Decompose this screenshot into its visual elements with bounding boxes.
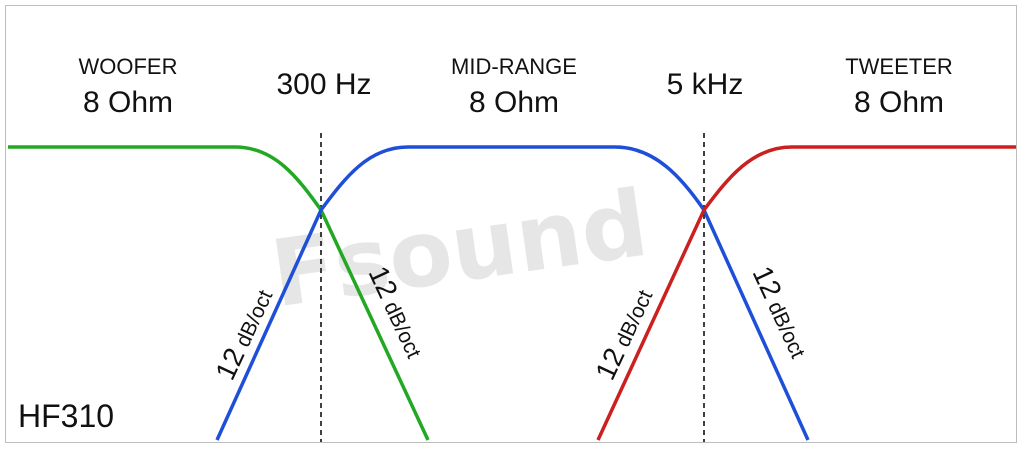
tweeter-curve: [596, 145, 1016, 441]
model-name: HF310: [18, 398, 114, 434]
slope-number: 12: [589, 343, 630, 384]
tweeter-impedance: 8 Ohm: [854, 86, 944, 119]
tweeter-label: TWEETER: [845, 54, 953, 79]
crossover-label-5khz: 5 kHz: [667, 68, 744, 101]
woofer-label: WOOFER: [79, 54, 178, 79]
midrange-impedance: 8 Ohm: [469, 86, 559, 119]
woofer-curve: [8, 145, 430, 441]
midrange-label: MID-RANGE: [451, 54, 577, 79]
watermark: Fsound: [265, 170, 654, 329]
diagram-frame: [5, 5, 1017, 443]
slope-unit: dB/oct: [611, 287, 657, 351]
midrange-curve: [215, 145, 810, 441]
slope-label-midrange-high: 12dB/oct: [747, 261, 816, 362]
crossover-label-300hz: 300 Hz: [276, 68, 371, 101]
slope-label-midrange-low: 12dB/oct: [209, 284, 278, 385]
woofer-impedance: 8 Ohm: [83, 86, 173, 119]
slope-number: 12: [747, 261, 788, 302]
